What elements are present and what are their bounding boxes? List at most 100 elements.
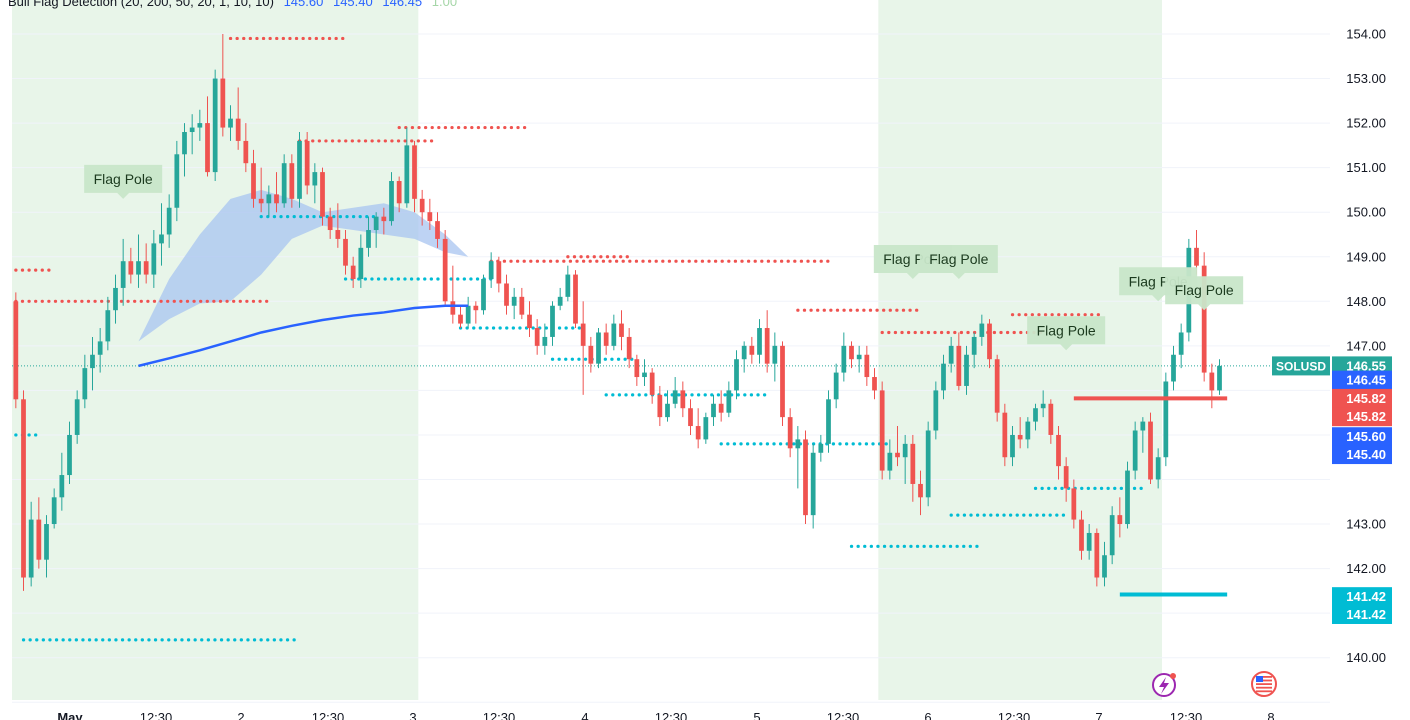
candle-body [151,243,157,275]
time-axis-label: 12:30 [483,710,516,720]
price-axis-label: 151.00 [1346,160,1386,175]
time-axis-label: 2 [237,710,244,720]
candle-body [442,238,448,302]
candle-body [373,216,379,231]
candle-body [13,301,19,400]
candle-body [366,230,371,248]
candle-body [74,399,80,435]
flag-stripe [1256,683,1272,685]
flag-canton [1256,676,1263,682]
moving-average-line [138,304,469,368]
price-tag [1332,427,1392,447]
candle-body [1178,332,1184,355]
candle-body [918,483,923,498]
candle-body [182,132,187,155]
candle-body [21,399,26,578]
price-axis-label: 147.00 [1346,338,1386,353]
us-flag-event-icon[interactable] [1251,671,1277,697]
candle-body [258,198,264,204]
candle-body [220,78,226,128]
flag-pole-label-bubble [1165,276,1244,311]
candle-body [297,140,302,199]
time-axis-label: 7 [1095,710,1102,720]
candle-body [266,194,272,204]
candle-body [289,163,295,199]
candle-body [197,123,203,128]
candle-body [956,345,962,386]
price-tag [1332,445,1392,465]
candle-body [1117,515,1123,525]
candle-body [787,417,793,449]
candle-body [51,497,57,525]
candle-body [680,390,686,409]
candle-body [1194,247,1199,266]
candle-body [1086,532,1092,551]
candle-body [665,403,670,418]
candle-body [1094,532,1100,578]
time-axis-label: 8 [1267,710,1274,720]
candle-body [1056,434,1061,467]
candle-body [649,372,655,395]
price-axis-label: 150.00 [1346,205,1386,220]
indicator-value-3: 146.45 [382,0,423,9]
candle-body [603,332,609,346]
candle-body [887,452,893,471]
candle-body [128,261,134,275]
candle-body [1102,555,1107,578]
lightning-event-icon[interactable] [1152,673,1176,697]
candle-body [557,296,563,306]
symbol-tag-label: SOLUSD [1276,359,1326,373]
candle-body [396,181,402,204]
candle-body [350,265,356,280]
candle-body [711,403,716,418]
price-tag-label: 145.60 [1346,429,1386,444]
indicator-cloud [138,189,469,342]
candle-body [657,394,663,418]
price-tag [1332,604,1392,624]
candle-body [1002,412,1008,458]
candle-body [757,328,762,355]
candle-body [435,221,440,239]
candle-body [987,323,992,360]
candle-body [948,345,954,364]
candle-body [841,345,847,373]
indicator-value-1: 145.60 [283,0,324,9]
candle-body [1217,365,1222,391]
time-axis-label: 5 [753,710,760,720]
flag-pole-label: Flag Pole [1175,282,1234,298]
candle-body [1010,434,1015,458]
candle-body [925,430,931,498]
candle-body [872,377,877,391]
candle-body [327,216,333,231]
candle-body [964,354,969,386]
time-axis-label: 12:30 [998,710,1031,720]
price-tag [1332,388,1392,408]
candle-body [389,181,394,222]
candle-body [67,434,72,476]
candle-body [1148,421,1153,480]
candle-body [97,341,103,355]
time-axis-label: 12:30 [655,710,688,720]
time-axis-label: 6 [924,710,931,720]
flag-stripe [1256,679,1272,682]
candle-body [994,359,1000,413]
candle-body [534,328,540,346]
notification-dot [1170,673,1176,679]
candle-body [343,238,348,266]
price-tag [1332,356,1392,376]
candle-body [473,305,479,311]
candle-body [166,207,172,235]
candle-body [105,310,111,342]
candle-body [1132,430,1138,471]
price-axis-label: 152.00 [1346,116,1386,131]
candle-body [36,519,42,560]
candle-body [619,323,624,337]
candle-body [741,345,747,360]
candle-body [1048,403,1054,435]
candle-body [90,354,95,369]
candle-body [749,345,755,355]
candle-body [1171,354,1176,382]
price-tag [1332,587,1392,607]
